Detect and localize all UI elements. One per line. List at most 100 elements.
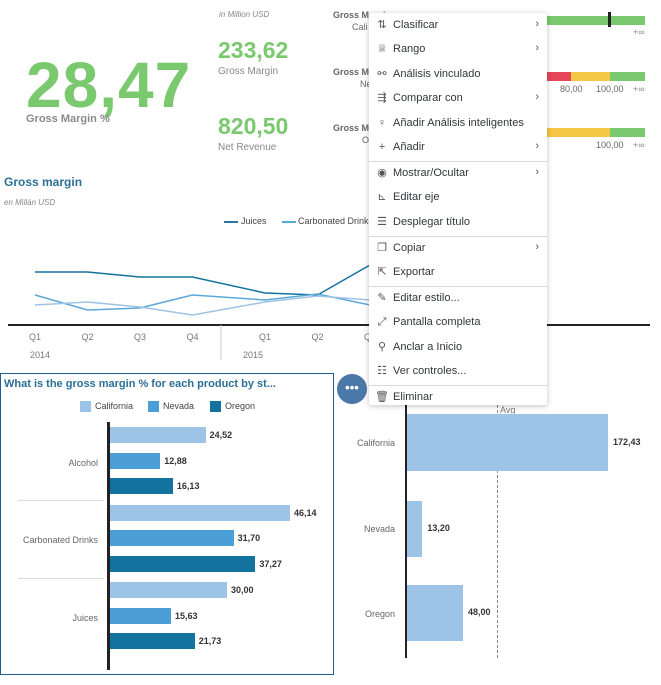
menu-item-label: Exportar	[393, 266, 435, 278]
menu-item-rango[interactable]: ♕ Rango ›	[369, 38, 547, 62]
product-bar-value: 30,00	[231, 585, 254, 595]
chevron-right-icon: ›	[535, 18, 539, 30]
product-bar-value: 15,63	[174, 610, 198, 621]
product-bar[interactable]	[110, 452, 161, 469]
menu-item-añadir[interactable]: + Añadir ›	[369, 136, 547, 160]
state-california: California	[356, 438, 395, 448]
linked-analysis-icon: ⚯	[377, 67, 387, 80]
menu-item-label: Comparar con	[393, 92, 463, 105]
state-bar[interactable]	[407, 414, 608, 471]
fullscreen-icon: ⤢	[377, 316, 387, 329]
product-bar-value: 37,27	[259, 558, 282, 569]
product-chart-title: What is the gross margin % for each prod…	[4, 378, 276, 390]
state-nevada: Nevada	[363, 524, 395, 534]
product-bar[interactable]	[110, 633, 195, 649]
menu-item-desplegar-título[interactable]: ☰ Desplegar título	[369, 211, 547, 235]
bullet-plus-2: +∞	[633, 84, 645, 94]
line-chart-subtitle: en Millán USD	[4, 198, 56, 207]
state-oregon: Oregon	[364, 609, 395, 619]
category-juices: Juices	[72, 613, 98, 623]
controls-icon: ☷	[377, 365, 387, 378]
product-bar[interactable]	[110, 504, 290, 521]
menu-separator	[369, 235, 547, 237]
menu-item-añadir-análisis-inteligentes[interactable]: ♀ Añadir Análisis inteligentes	[369, 112, 547, 136]
trophy-icon: ♕	[377, 43, 387, 56]
bullet-sub-1: Cali	[352, 22, 368, 32]
more-actions-button[interactable]: •••	[337, 374, 367, 404]
context-menu: ⇅ Clasificar › ♕ Rango › ⚯ Análisis vinculado ⇶ C…	[369, 13, 547, 405]
bullet-title-2: Gross Ma	[333, 67, 375, 77]
menu-item-editar-eje[interactable]: ⊾ Editar eje	[369, 186, 547, 210]
menu-item-editar-estilo[interactable]: ✎ Editar estilo...	[369, 287, 547, 311]
product-bar[interactable]	[110, 478, 173, 494]
menu-separator	[369, 160, 547, 162]
product-bar-value: 31,70	[237, 533, 261, 543]
bullet-sub-2: Ne	[360, 79, 372, 89]
product-bar[interactable]	[110, 555, 256, 572]
product-bar[interactable]	[110, 607, 171, 624]
menu-item-mostrar-ocultar[interactable]: ◉ Mostrar/Ocultar ›	[369, 162, 547, 186]
copy-icon: ❐	[377, 241, 387, 254]
bullet-bar-2-yellow	[571, 72, 610, 81]
plus-icon: +	[378, 141, 386, 153]
product-bar[interactable]	[110, 582, 228, 598]
product-chart-axis	[107, 422, 110, 670]
year-2014: 2014	[30, 350, 51, 360]
bullet-bar-3-yellow	[547, 128, 610, 137]
compare-icon: ⇶	[377, 92, 387, 105]
menu-item-clasificar[interactable]: ⇅ Clasificar ›	[369, 14, 547, 38]
category-carbonated-drinks: Carbonated Drinks	[22, 535, 98, 545]
bullet-marker-1	[608, 12, 611, 27]
x-tick-label: Q1	[29, 332, 42, 342]
state-bar-value: 13,20	[427, 523, 450, 533]
product-bar[interactable]	[110, 427, 206, 443]
legend-swatch-oregon	[210, 401, 221, 412]
menu-item-label: Añadir	[393, 141, 425, 153]
legend-carbonated: Carbonated Drinks	[298, 216, 374, 226]
net-revenue-label: Net Revenue	[218, 142, 277, 153]
sort-icon: ⇅	[377, 19, 387, 31]
bullet-title-1: Gross Margin	[333, 10, 392, 20]
product-bar-value: 46,14	[294, 507, 317, 518]
gross-margin-percent-label: Gross Margin %	[26, 113, 110, 125]
legend-swatch-carbonated	[282, 221, 296, 223]
product-bar-value: 21,73	[198, 636, 222, 646]
trash-icon: 🗑	[375, 391, 389, 403]
menu-item-comparar-con[interactable]: ⇶ Comparar con ›	[369, 87, 547, 111]
product-bar[interactable]	[110, 530, 234, 546]
state-bar-value: 172,43	[613, 436, 641, 447]
bullet-bar-2-green	[610, 72, 645, 81]
menu-item-pantalla-completa[interactable]: ⤢ Pantalla completa	[369, 311, 547, 335]
menu-item-label: Eliminar	[393, 391, 433, 403]
gross-margin-percent-value: 28,47	[26, 49, 192, 121]
bullet-plus-3: +∞	[633, 140, 645, 150]
line-chart-title: Gross margin	[4, 175, 83, 189]
x-tick-label: Q2	[311, 332, 324, 342]
menu-item-label: Rango	[393, 43, 426, 56]
menu-item-label: Editar eje	[393, 191, 440, 204]
menu-item-label: Editar estilo...	[393, 291, 460, 304]
x-tick-label: Q1	[259, 332, 272, 342]
menu-item-ver-controles[interactable]: ☷ Ver controles...	[369, 360, 547, 384]
menu-item-análisis-vinculado[interactable]: ⚯ Análisis vinculado	[369, 63, 547, 87]
category-alcohol: Alcohol	[68, 458, 98, 468]
state-bar[interactable]	[407, 501, 423, 557]
product-chart-panel[interactable]	[0, 373, 334, 675]
product-bar-value: 12,88	[164, 455, 187, 466]
menu-item-anclar-a-inicio[interactable]: ⚲ Anclar a Inicio	[369, 336, 547, 360]
cat-divider-1	[18, 500, 104, 501]
menu-item-copiar[interactable]: ❐ Copiar ›	[369, 237, 547, 261]
x-tick-label: Q2	[81, 332, 94, 342]
bullet-sub-3: O	[362, 135, 370, 145]
chevron-right-icon: ›	[535, 42, 539, 55]
state-bar[interactable]	[407, 585, 463, 641]
menu-item-eliminar[interactable]: 🗑 Eliminar	[369, 386, 547, 410]
menu-item-exportar[interactable]: ⇱ Exportar	[369, 261, 547, 285]
bullet-tick-3: 100,00	[596, 140, 624, 150]
menu-item-label: Añadir Análisis inteligentes	[393, 116, 524, 129]
paint-icon: ✎	[377, 291, 387, 304]
export-icon: ⇱	[377, 266, 387, 278]
product-bar-value: 16,13	[176, 481, 200, 491]
menu-item-label: Anclar a Inicio	[393, 340, 463, 353]
menu-item-label: Mostrar/Ocultar	[393, 166, 469, 179]
